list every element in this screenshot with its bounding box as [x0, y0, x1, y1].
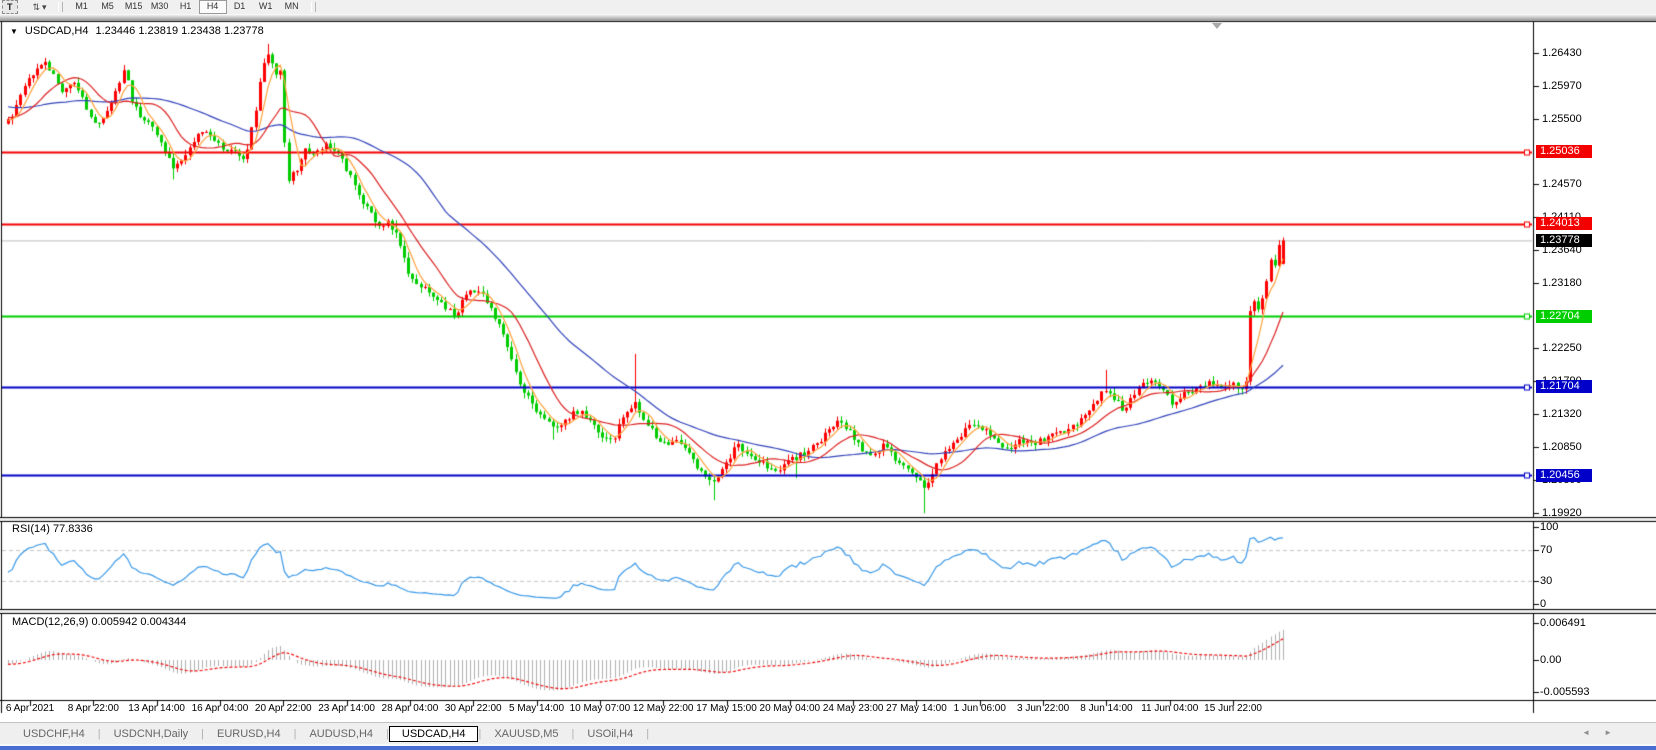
- chart-tab-usdcnh[interactable]: USDCNH,Daily: [113, 728, 189, 740]
- tab-scroll-arrows: ◄►: [1582, 728, 1626, 737]
- macd-tick-label: 0.00: [1540, 654, 1562, 666]
- hline-price-badge: 1.21704: [1536, 380, 1592, 394]
- chart-tab-xauusd[interactable]: XAUUSD,M5: [494, 728, 559, 740]
- date-tick-label: 10 May 07:00: [569, 703, 631, 714]
- tab-separator: |: [386, 728, 389, 740]
- chart-tab-eurusd[interactable]: EURUSD,H4: [217, 728, 281, 740]
- date-tick-label: 15 Jun 22:00: [1204, 703, 1262, 714]
- chevron-down-icon: ▾: [42, 2, 47, 12]
- price-tick-label: 1.23180: [1542, 276, 1582, 289]
- price-tick-label: 1.25500: [1542, 112, 1582, 125]
- tab-separator: |: [293, 728, 297, 740]
- price-tick-label: 1.20850: [1542, 441, 1582, 454]
- date-tick-label: 20 Apr 22:00: [254, 703, 312, 714]
- date-tick-label: 20 May 04:00: [759, 703, 821, 714]
- tab-separator: |: [201, 728, 205, 740]
- date-tick-label: 3 Jun 22:00: [1016, 703, 1070, 714]
- symbol-period-label: USDCAD,H4: [24, 25, 89, 37]
- macd-indicator-label: MACD(12,26,9) 0.005942 0.004344: [12, 616, 187, 628]
- macd-tick-label: -0.005593: [1540, 685, 1590, 698]
- timeframe-button-mn[interactable]: MN: [284, 1, 299, 11]
- toolbar-grip: [57, 2, 63, 12]
- tab-separator: |: [646, 728, 650, 740]
- window-edge: [0, 14, 1656, 21]
- chart-tab-usoil[interactable]: USOil,H4: [587, 728, 634, 740]
- timeframe-group: M1 M5 M15 M30 H1 H4 D1 W1 MN: [69, 0, 305, 14]
- price-tick-label: 1.23640: [1542, 244, 1582, 257]
- rsi-tick-label: 0: [1540, 598, 1547, 610]
- chart-menu-caret-icon[interactable]: ▼: [10, 26, 18, 36]
- date-tick-label: 5 May 14:00: [509, 703, 565, 714]
- chart-tab-usdchf[interactable]: USDCHF,H4: [23, 728, 85, 740]
- date-tick-label: 24 May 23:00: [822, 703, 884, 714]
- text-tool-button[interactable]: T: [2, 0, 18, 14]
- tab-scroll-right-icon[interactable]: ►: [1604, 728, 1626, 737]
- tab-separator: |: [97, 728, 101, 740]
- chart-shift-marker-icon: [1212, 23, 1222, 29]
- rsi-tick-label: 100: [1540, 521, 1559, 533]
- chart-tab-usdcad[interactable]: USDCAD,H4: [388, 726, 479, 742]
- date-tick-label: 30 Apr 22:00: [444, 703, 502, 714]
- timeframe-button-m30[interactable]: M30: [150, 1, 169, 11]
- date-tick-label: 6 Apr 2021: [5, 703, 55, 714]
- price-tick-label: 1.24570: [1542, 178, 1582, 191]
- tab-separator: |: [571, 728, 575, 740]
- date-tick-label: 23 Apr 14:00: [318, 703, 375, 714]
- timeframe-button-m15[interactable]: M15: [124, 1, 143, 11]
- rsi-indicator-label: RSI(14) 77.8336: [12, 523, 93, 535]
- hline-price-badge: 1.25036: [1536, 145, 1592, 159]
- date-tick-label: 8 Jun 14:00: [1080, 703, 1133, 714]
- hline-price-badge: 1.20456: [1536, 468, 1592, 482]
- tabbar-gap: [0, 744, 1656, 746]
- date-tick-label: 16 Apr 04:00: [191, 703, 249, 714]
- cursor-arrows-icon: ⇅: [32, 2, 41, 12]
- timeframe-button-m5[interactable]: M5: [101, 1, 114, 11]
- price-tick-label: 1.21320: [1542, 408, 1582, 421]
- price-tick-label: 1.22250: [1542, 342, 1582, 355]
- tab-scroll-left-icon[interactable]: ◄: [1582, 728, 1605, 737]
- chart-tab-bar: USDCHF,H4 | USDCNH,Daily | EURUSD,H4 | AUDUSD,…: [0, 722, 1656, 745]
- price-tick-label: 1.25970: [1542, 79, 1582, 92]
- hline-price-badge: 1.22704: [1536, 309, 1592, 323]
- date-tick-label: 28 Apr 04:00: [381, 703, 439, 714]
- date-tick-label: 1 Jun 06:00: [953, 703, 1006, 714]
- macd-tick-label: 0.006491: [1540, 617, 1586, 630]
- timeframe-button-d1[interactable]: D1: [233, 1, 246, 11]
- chart-tab-audusd[interactable]: AUDUSD,H4: [309, 728, 374, 740]
- status-strip: [0, 746, 1656, 750]
- current-price-badge: 1.23778: [1536, 233, 1592, 247]
- tab-separator: |: [478, 728, 482, 740]
- date-tick-label: 13 Apr 14:00: [128, 703, 185, 714]
- hline-price-badge: 1.24013: [1536, 217, 1592, 231]
- timeframe-button-w1[interactable]: W1: [258, 1, 273, 11]
- date-tick-label: 17 May 15:00: [696, 703, 757, 714]
- timeframe-button-h1[interactable]: H1: [179, 1, 192, 11]
- chart-title: ▼ USDCAD,H4 1.23446 1.23819 1.23438 1.23…: [10, 25, 264, 37]
- date-tick-label: 8 Apr 22:00: [67, 703, 119, 714]
- price-tick-label: 1.26430: [1542, 47, 1582, 59]
- rsi-tick-label: 30: [1540, 574, 1553, 587]
- date-tick-label: 11 Jun 04:00: [1141, 703, 1199, 714]
- rsi-tick-label: 70: [1540, 544, 1553, 557]
- price-tick-label: 1.19920: [1542, 507, 1582, 520]
- date-tick-label: 12 May 22:00: [632, 703, 694, 714]
- ohlc-values: 1.23446 1.23819 1.23438 1.23778: [95, 25, 264, 37]
- timeframe-button-h4[interactable]: H4: [198, 0, 227, 14]
- top-toolbar: T ⇅ ▾ M1 M5 M15 M30 H1 H4 D1 W1 MN: [0, 0, 1656, 15]
- date-tick-label: 27 May 14:00: [886, 703, 947, 714]
- timeframe-button-m1[interactable]: M1: [75, 1, 88, 11]
- cursor-tools-button[interactable]: ⇅ ▾: [29, 1, 51, 13]
- toolbar-grip: [310, 2, 316, 12]
